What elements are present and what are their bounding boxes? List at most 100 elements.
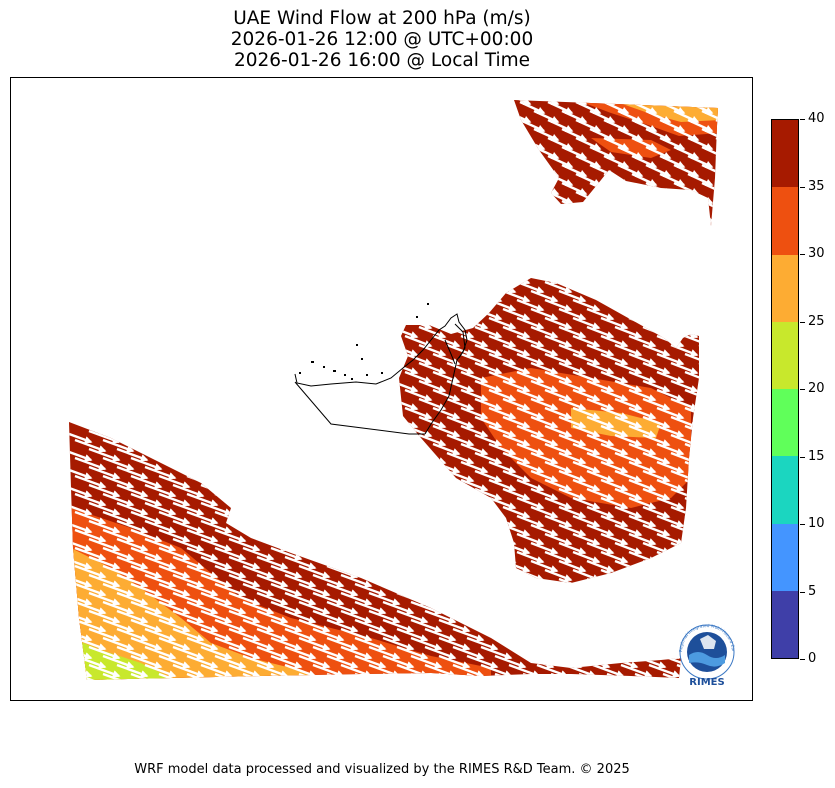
wind-vector-arrow bbox=[698, 523, 699, 537]
wind-vector-arrow bbox=[399, 559, 419, 573]
wind-vector-arrow bbox=[326, 654, 359, 669]
wind-vector-arrow bbox=[676, 537, 681, 552]
wind-vector-arrow bbox=[405, 588, 431, 598]
wind-vector-arrow bbox=[516, 352, 545, 366]
wind-vector-arrow bbox=[698, 325, 699, 339]
wind-vector-arrow bbox=[631, 136, 658, 151]
wind-vector-arrow bbox=[544, 280, 573, 294]
wind-vector-arrow bbox=[670, 559, 699, 573]
wind-vector-arrow bbox=[519, 172, 546, 187]
wind-vector-arrow bbox=[453, 683, 483, 694]
wind-vector-arrow bbox=[424, 519, 457, 534]
wind-vector-arrow bbox=[368, 609, 401, 624]
wind-vector-arrow bbox=[684, 478, 699, 492]
wind-vector-arrow bbox=[480, 519, 513, 534]
wind-vector-arrow bbox=[74, 474, 107, 489]
wind-vector-arrow bbox=[466, 582, 499, 597]
wind-vector-arrow bbox=[404, 406, 433, 420]
wind-vector-arrow bbox=[593, 683, 623, 694]
wind-vector-arrow bbox=[691, 422, 721, 433]
wind-vector-arrow bbox=[326, 582, 359, 597]
wind-vector-arrow bbox=[656, 568, 685, 582]
wind-vector-arrow bbox=[228, 645, 261, 660]
wind-vector-arrow bbox=[354, 492, 387, 507]
wind-vector-arrow bbox=[424, 591, 457, 606]
wind-vector-arrow bbox=[474, 577, 502, 583]
wind-vector-arrow bbox=[312, 483, 345, 498]
wind-vector-arrow bbox=[102, 510, 135, 525]
wind-vector-arrow bbox=[688, 228, 712, 239]
wind-vector-arrow bbox=[561, 163, 588, 178]
wind-vector-arrow bbox=[452, 663, 485, 678]
wind-vector-arrow bbox=[354, 564, 387, 579]
wind-vector-arrow bbox=[326, 510, 359, 525]
wind-vector-arrow bbox=[228, 555, 261, 570]
wind-vector-arrow bbox=[102, 438, 135, 453]
wind-vector-arrow bbox=[312, 591, 345, 606]
wind-vector-arrow bbox=[716, 228, 740, 239]
wind-vector-arrow bbox=[368, 483, 401, 498]
wind-vector-arrow bbox=[200, 501, 233, 516]
wind-vector-arrow bbox=[466, 636, 499, 651]
wind-vector-arrow bbox=[214, 422, 247, 435]
wind-vector-arrow bbox=[354, 510, 387, 525]
wind-vector-arrow bbox=[432, 568, 461, 582]
wind-vector-arrow bbox=[172, 645, 205, 660]
wind-vector-arrow bbox=[158, 528, 191, 543]
wind-vector-arrow bbox=[298, 654, 331, 669]
wind-vector-arrow bbox=[172, 663, 205, 678]
wind-vector-arrow bbox=[74, 600, 107, 615]
wind-vector-arrow bbox=[270, 528, 303, 543]
wind-vector-arrow bbox=[424, 627, 457, 642]
wind-vector-arrow bbox=[631, 172, 658, 187]
wind-vector-arrow bbox=[88, 627, 121, 642]
wind-vector-arrow bbox=[270, 510, 303, 525]
wind-vector-arrow bbox=[586, 343, 615, 357]
wind-vector-arrow bbox=[130, 636, 163, 651]
wind-vector-arrow bbox=[564, 609, 597, 624]
wind-vector-arrow bbox=[200, 645, 233, 660]
wind-vector-arrow bbox=[214, 564, 247, 579]
wind-vector-arrow bbox=[656, 388, 685, 402]
wind-vector-arrow bbox=[242, 474, 275, 489]
wind-vector-arrow bbox=[460, 388, 489, 402]
wind-vector-arrow bbox=[698, 289, 699, 303]
wind-vector-arrow bbox=[186, 438, 219, 453]
wind-vector-arrow bbox=[687, 136, 714, 151]
wind-vector-arrow bbox=[433, 588, 459, 598]
wind-vector-arrow bbox=[382, 510, 415, 525]
wind-vector-arrow bbox=[354, 582, 387, 597]
wind-vector-arrow bbox=[592, 645, 625, 660]
wind-vector-arrow bbox=[396, 483, 429, 498]
wind-vector-arrow bbox=[698, 379, 699, 393]
wind-vector-arrow bbox=[600, 370, 629, 384]
wind-vector-arrow bbox=[368, 519, 401, 534]
wind-vector-arrow bbox=[645, 127, 672, 142]
wind-vector-arrow bbox=[480, 663, 513, 678]
wind-vector-arrow bbox=[116, 555, 149, 570]
wind-vector-arrow bbox=[172, 591, 205, 606]
wind-vector-arrow bbox=[396, 465, 429, 480]
wind-vector-arrow bbox=[144, 483, 177, 498]
wind-vector-arrow bbox=[673, 100, 700, 106]
wind-vector-arrow bbox=[572, 406, 601, 420]
wind-vector-arrow bbox=[340, 447, 373, 462]
wind-vector-arrow bbox=[698, 451, 699, 465]
wind-vector-arrow bbox=[670, 397, 699, 411]
wind-vector-arrow bbox=[130, 546, 163, 561]
wind-vector-arrow bbox=[69, 519, 93, 534]
wind-vector-arrow bbox=[446, 397, 475, 411]
colorbar-tick-label: 40 bbox=[808, 111, 825, 126]
wind-vector-arrow bbox=[256, 555, 289, 570]
wind-vector-arrow bbox=[691, 494, 721, 505]
wind-vector-arrow bbox=[312, 501, 345, 516]
wind-vector-arrow bbox=[547, 190, 574, 205]
wind-vector-arrow bbox=[460, 550, 489, 564]
wind-vector-arrow bbox=[298, 600, 331, 615]
wind-vector-arrow bbox=[691, 548, 721, 559]
wind-vector-arrow bbox=[572, 298, 601, 312]
wind-vector-arrow bbox=[368, 627, 401, 642]
wind-vector-arrow bbox=[410, 582, 443, 597]
wind-vector-arrow bbox=[116, 519, 149, 534]
wind-vector-arrow bbox=[88, 483, 121, 498]
